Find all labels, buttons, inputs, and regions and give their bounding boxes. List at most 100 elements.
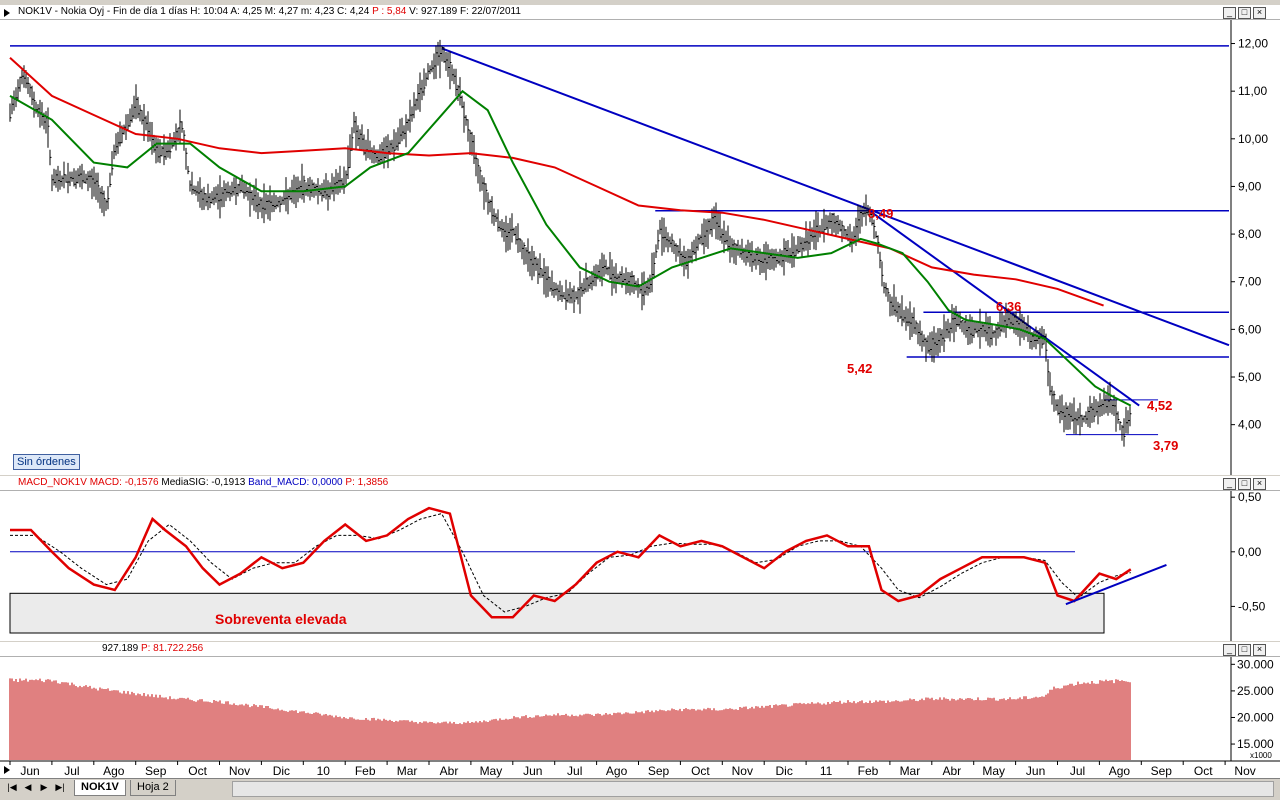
prev-sheet-icon[interactable]: ◀ <box>24 782 32 792</box>
label-8-49: 8,49 <box>868 206 893 221</box>
x-tick-label: Nov <box>732 764 753 778</box>
x-tick-label: Jun <box>523 764 542 778</box>
volume-bars <box>9 678 1131 760</box>
maximize-icon[interactable]: □ <box>1238 644 1251 656</box>
macd-tick-label: 0,00 <box>1238 545 1262 559</box>
price-window-buttons: _ □ × <box>1221 6 1266 19</box>
x-tick-label: Ago <box>606 764 628 778</box>
maximize-icon[interactable]: □ <box>1238 7 1251 19</box>
close-icon[interactable]: × <box>1253 7 1266 19</box>
price-tick-label: 11,00 <box>1238 84 1267 98</box>
trend-line <box>868 209 1140 407</box>
volume-tick-label: 30.000 <box>1237 657 1274 671</box>
price-chart[interactable]: 8,49 6,36 5,42 4,52 3,79 12,00 11,00 10,00… <box>0 20 1280 475</box>
x-tick-label: Jun <box>1026 764 1045 778</box>
x-tick-label: Abr <box>440 764 459 778</box>
x-tick-label: Sep <box>648 764 670 778</box>
macd-chart[interactable]: Sobreventa elevada 0,50 0,00 -0,50 <box>0 491 1280 641</box>
x-tick-label: Dic <box>273 764 290 778</box>
label-5-42: 5,42 <box>847 361 872 376</box>
x-tick-label: Sep <box>145 764 167 778</box>
price-ohlc-bars <box>9 39 1132 447</box>
macd-y-axis: 0,50 0,00 -0,50 <box>1231 491 1266 613</box>
price-tick-label: 7,00 <box>1238 275 1262 289</box>
macd-tick-label: 0,50 <box>1238 491 1262 504</box>
x-tick-label: Nov <box>229 764 250 778</box>
price-trendlines <box>10 45 1230 436</box>
axis-panel <box>1231 491 1280 641</box>
macd-signal-line <box>10 513 1131 613</box>
volume-value: 927.189 <box>102 643 139 654</box>
price-y-axis: 12,00 11,00 10,00 9,00 8,00 7,00 6,00 5,00 4,00 <box>1231 37 1268 432</box>
x-tick-label: Oct <box>1194 764 1213 778</box>
x-tick-label: Mar <box>900 764 921 778</box>
x-tick-label: 11 <box>820 764 833 778</box>
macd-name: MACD_NOK1V <box>18 477 87 488</box>
sin-ordenes-badge[interactable]: Sin órdenes <box>13 454 80 470</box>
x-tick-label: Oct <box>188 764 207 778</box>
price-header: NOK1V - Nokia Oyj - Fin de día 1 días H:… <box>0 5 1280 20</box>
x-tick-label: Abr <box>942 764 961 778</box>
close-icon[interactable]: × <box>1253 644 1266 656</box>
x-tick-label: Nov <box>1234 764 1255 778</box>
x-tick-label: Dic <box>776 764 793 778</box>
x-tick-label: Feb <box>858 764 879 778</box>
x-tick-label: Mar <box>397 764 418 778</box>
x-tick-label: Ago <box>103 764 125 778</box>
minimize-icon[interactable]: _ <box>1223 7 1236 19</box>
price-header-p: P : 5,84 <box>372 6 407 17</box>
first-sheet-icon[interactable]: |◀ <box>7 782 17 792</box>
tab-hoja-2[interactable]: Hoja 2 <box>130 780 176 796</box>
price-tick-label: 12,00 <box>1238 37 1268 51</box>
ma-long-line <box>9 57 1104 307</box>
volume-header: 927.189 P: 81.722.256 _ □ × <box>0 642 1280 657</box>
macd-p: P: 1,3856 <box>345 477 389 488</box>
macd-signal: MediaSIG: -0,1913 <box>161 477 246 488</box>
maximize-icon[interactable]: □ <box>1238 478 1251 490</box>
macd-tick-label: -0,50 <box>1238 599 1266 613</box>
x-tick-label: Ago <box>1109 764 1131 778</box>
macd-trendline <box>1065 563 1167 606</box>
macd-header: MACD_NOK1V MACD: -0,1576 MediaSIG: -0,19… <box>0 476 1280 491</box>
last-sheet-icon[interactable]: ▶| <box>55 782 65 792</box>
x-tick-label: Sep <box>1151 764 1173 778</box>
price-header-tail: V: 927.189 F: 22/07/2011 <box>409 6 521 17</box>
trend-line <box>441 47 1230 347</box>
macd-band: Band_MACD: 0,0000 <box>248 477 343 488</box>
pane-marker-icon <box>4 766 10 774</box>
price-header-text: NOK1V - Nokia Oyj - Fin de día 1 días H:… <box>18 6 370 17</box>
volume-p: P: 81.722.256 <box>140 643 204 654</box>
price-tick-label: 4,00 <box>1238 418 1262 432</box>
x-tick-label: Oct <box>691 764 710 778</box>
minimize-icon[interactable]: _ <box>1223 644 1236 656</box>
close-icon[interactable]: × <box>1253 478 1266 490</box>
price-tick-label: 10,00 <box>1238 132 1268 146</box>
next-sheet-icon[interactable]: ▶ <box>40 782 48 792</box>
minimize-icon[interactable]: _ <box>1223 478 1236 490</box>
macd-value: MACD: -0,1576 <box>89 477 159 488</box>
x-tick-label: May <box>480 764 503 778</box>
x-tick-label: Jul <box>1070 764 1085 778</box>
ma-short-line <box>9 89 1132 407</box>
x-tick-label: 10 <box>317 764 331 778</box>
x-tick-label: Jul <box>64 764 79 778</box>
macd-window-buttons: _ □ × <box>1221 477 1266 490</box>
volume-window-buttons: _ □ × <box>1221 643 1266 656</box>
oversold-label: Sobreventa elevada <box>215 611 347 627</box>
x-tick-label: Jun <box>20 764 39 778</box>
x-tick-label: May <box>982 764 1005 778</box>
horizontal-scrollbar[interactable] <box>232 781 1274 797</box>
axis-panel <box>1231 20 1280 475</box>
volume-tick-label: 15.000 <box>1237 737 1274 751</box>
label-4-52: 4,52 <box>1147 398 1172 413</box>
tab-nok1v[interactable]: NOK1V <box>74 780 126 796</box>
price-tick-label: 8,00 <box>1238 227 1262 241</box>
x-axis: Jun Jul Ago Sep Oct Nov Dic 10 Feb Mar Abr May Jun Ju… <box>0 760 1280 778</box>
volume-tick-label: 25.000 <box>1237 684 1274 698</box>
label-3-79: 3,79 <box>1153 438 1178 453</box>
label-6-36: 6,36 <box>996 299 1021 314</box>
price-tick-label: 9,00 <box>1238 179 1262 193</box>
x-tick-label: Jul <box>567 764 582 778</box>
